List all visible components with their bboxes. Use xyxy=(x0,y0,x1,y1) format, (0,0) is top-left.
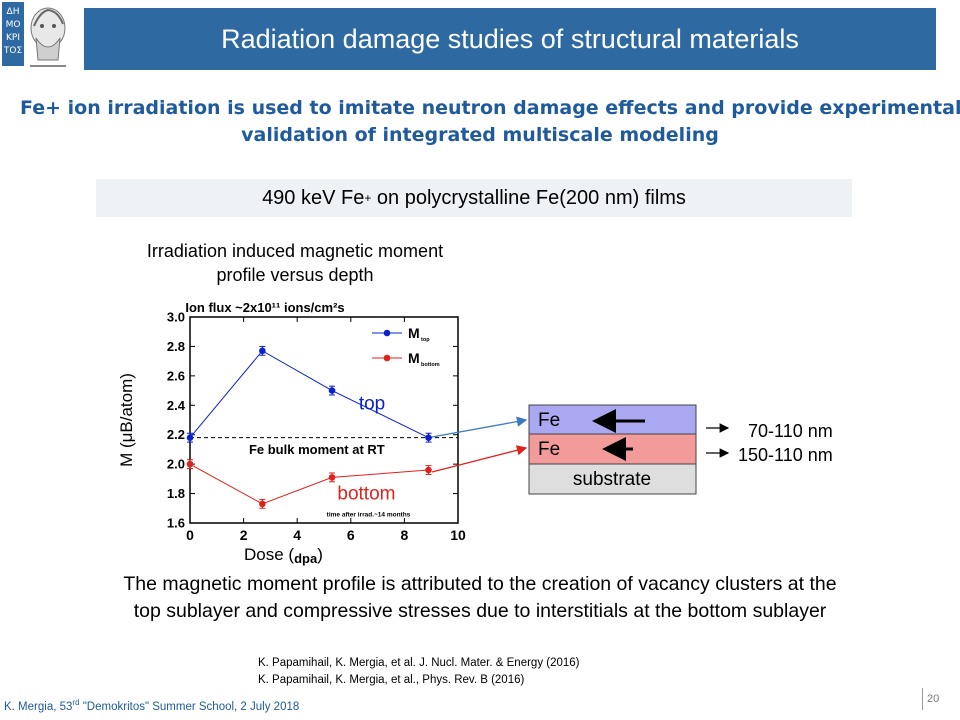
legend-marker xyxy=(383,329,391,337)
chart-title: Ion flux ~2x10¹¹ ions/cm²s xyxy=(185,300,344,315)
data-series xyxy=(186,345,432,509)
y-tick-label: 2.0 xyxy=(167,457,185,472)
chart-heading: Irradiation induced magnetic moment prof… xyxy=(100,239,490,287)
x-label-unit: dpa xyxy=(294,551,318,566)
subtitle-line-1: Fe+ ion irradiation is used to imitate n… xyxy=(20,97,960,119)
setup-text-sup: + xyxy=(364,191,372,205)
fe-bottom-layer xyxy=(528,433,697,465)
x-label-close: ) xyxy=(317,545,323,564)
slide-title: Radiation damage studies of structural m… xyxy=(221,23,799,54)
svg-text:ΔΗ: ΔΗ xyxy=(7,7,20,17)
legend-sublabel: top xyxy=(421,337,430,343)
reference-2: K. Papamihail, K. Mergia, et al., Phys. … xyxy=(258,674,525,686)
annotation-time-note: time after irrad.~14 months xyxy=(327,511,411,518)
x-tick-label: 2 xyxy=(240,527,248,543)
footer-credit: K. Mergia, 53rd "Demokritos" Summer Scho… xyxy=(4,698,299,713)
chart-heading-line-2: profile versus depth xyxy=(216,265,374,285)
y-tick-label: 1.6 xyxy=(167,516,185,531)
x-tick-label: 4 xyxy=(293,527,301,543)
depth-bottom-label: 150-110 nm xyxy=(738,445,833,465)
conclusion-line-2: top sublayer and compressive stresses du… xyxy=(133,600,827,622)
reference-1: K. Papamihail, K. Mergia, et al. J. Nucl… xyxy=(258,657,580,669)
data-point-bottom xyxy=(259,500,266,508)
data-point-top xyxy=(186,434,194,441)
svg-text:ΤΟΣ: ΤΟΣ xyxy=(3,46,23,56)
plot-frame xyxy=(189,316,459,524)
conclusion-line-1: The magnetic moment profile is attribute… xyxy=(123,573,837,595)
slide-subtitle: Fe+ ion irradiation is used to imitate n… xyxy=(20,95,960,149)
footer-pre: K. Mergia, 53 xyxy=(4,700,73,713)
title-bar: Radiation damage studies of structural m… xyxy=(84,8,936,70)
y-axis-label: M (μB/atom) xyxy=(117,373,136,467)
data-point-top xyxy=(259,347,266,355)
demokritos-logo: ΔΗ ΜΟ ΚΡΙ ΤΟΣ xyxy=(2,2,66,67)
footer-post: "Demokritos" Summer School, 2 July 2018 xyxy=(79,700,300,713)
data-point-top xyxy=(328,387,336,394)
fe-bottom-layer-label: Fe xyxy=(538,439,560,460)
x-axis: 0 2 4 6 8 10 xyxy=(186,317,466,543)
y-tick-label: 2.2 xyxy=(167,427,185,442)
setup-text-post: on polycrystalline Fe(200 nm) films xyxy=(371,186,686,209)
x-axis-label: Dose (dpa) xyxy=(244,545,323,566)
data-point-top xyxy=(425,434,432,441)
y-tick-label: 2.8 xyxy=(167,339,185,354)
annotation-bottom: bottom xyxy=(337,483,395,504)
legend-sublabel: bottom xyxy=(421,362,440,368)
substrate-label: substrate xyxy=(573,469,651,490)
y-tick-label: 3.0 xyxy=(167,310,185,325)
page-number: 20 xyxy=(922,688,939,710)
annotation-top: top xyxy=(359,394,385,415)
y-axis: 1.6 1.8 2.0 2.2 2.4 2.6 2.8 3.0 xyxy=(167,310,458,531)
x-tick-label: 6 xyxy=(347,527,355,543)
data-point-bottom xyxy=(328,474,336,481)
series-line-bottom xyxy=(189,463,429,505)
svg-text:ΜΟ: ΜΟ xyxy=(6,20,21,30)
x-tick-label: 8 xyxy=(401,527,409,543)
chart-heading-line-1: Irradiation induced magnetic moment xyxy=(146,241,444,261)
subtitle-line-2: validation of integrated multiscale mode… xyxy=(241,124,719,146)
data-point-bottom xyxy=(425,466,432,474)
substrate-layer xyxy=(528,463,697,495)
setup-text-pre: 490 keV Fe xyxy=(262,186,365,209)
legend-label: M xyxy=(408,325,420,341)
fe-top-layer-label: Fe xyxy=(538,410,560,431)
x-tick-label: 10 xyxy=(450,527,466,543)
legend-label: M xyxy=(408,350,420,366)
data-point-bottom xyxy=(186,460,194,468)
x-tick-label: 0 xyxy=(186,527,194,543)
x-label-main: Dose ( xyxy=(244,545,294,564)
bulk-moment-label: Fe bulk moment at RT xyxy=(249,442,385,457)
legend-marker xyxy=(383,354,391,362)
magnetic-moment-chart: Ion flux ~2x10¹¹ ions/cm²s 1.6 1.8 2.0 2.2 2… xyxy=(117,300,466,566)
references: K. Papamihail, K. Mergia, et al. J. Nucl… xyxy=(258,655,580,689)
fe-top-layer xyxy=(528,404,697,435)
y-tick-label: 2.4 xyxy=(167,398,186,413)
svg-text:ΚΡΙ: ΚΡΙ xyxy=(6,33,20,43)
conclusion-text: The magnetic moment profile is attribute… xyxy=(20,571,940,625)
footer-sup: rd xyxy=(72,698,80,707)
series-line-top xyxy=(189,350,429,439)
y-tick-label: 1.8 xyxy=(167,486,185,501)
y-tick-label: 2.6 xyxy=(167,368,185,383)
depth-top-label: 70-110 nm xyxy=(748,421,833,441)
experiment-setup-box: 490 keV Fe + on polycrystalline Fe(200 nm… xyxy=(96,179,852,217)
